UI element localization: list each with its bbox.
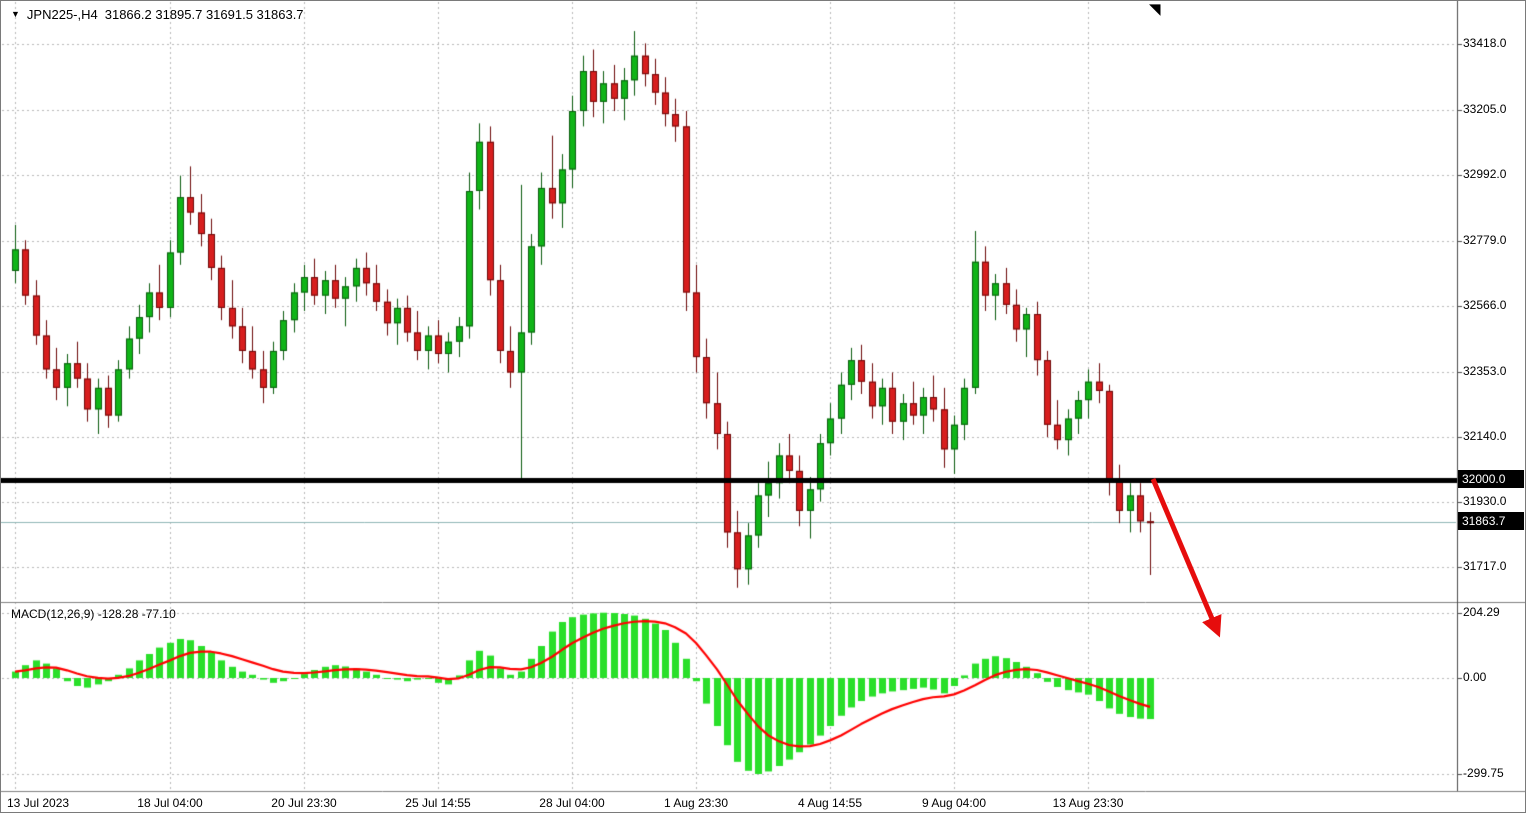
time-tick-label: 4 Aug 14:55 [797,796,863,810]
hline-price-badge: 32000.0 [1458,470,1524,488]
price-tick-label: 31717.0 [1463,559,1507,573]
price-tick-label: 32353.0 [1463,364,1507,378]
chart-end-marker-icon[interactable]: ◥ [1149,1,1161,18]
price-tick-label: 32992.0 [1463,167,1507,181]
time-tick-label: 1 Aug 23:30 [663,796,729,810]
macd-tick-label: -299.75 [1463,766,1504,780]
time-axis[interactable]: 13 Jul 2023 18 Jul 04:00 20 Jul 23:30 25 Ju… [1,793,1525,812]
last-price-badge: 31863.7 [1458,512,1524,530]
time-tick-label: 25 Jul 14:55 [405,796,471,810]
price-tick-label: 32566.0 [1463,298,1507,312]
time-tick-label: 13 Jul 2023 [7,796,70,810]
price-axis[interactable]: 33418.0 33205.0 32992.0 32779.0 32566.0 32353… [1457,1,1525,793]
price-tick-label: 33205.0 [1463,102,1507,116]
macd-tick-label: 204.29 [1463,605,1500,619]
chart-header: ▼ JPN225-,H4 31866.2 31895.7 31691.5 318… [11,7,304,22]
price-tick-label: 31930.0 [1463,494,1507,508]
ohlc-quote: 31866.2 31895.7 31691.5 31863.7 [104,7,304,22]
time-tick-label: 9 Aug 04:00 [921,796,987,810]
chart-title: JPN225-,H4 [26,7,98,22]
chart-canvas[interactable] [1,1,1525,793]
macd-tick-label: 0.00 [1463,670,1487,684]
price-tick-label: 32779.0 [1463,233,1507,247]
time-tick-label: 18 Jul 04:00 [137,796,203,810]
time-tick-label: 20 Jul 23:30 [271,796,337,810]
price-tick-label: 32140.0 [1463,429,1507,443]
time-tick-label: 13 Aug 23:30 [1052,796,1124,810]
macd-indicator-label: MACD(12,26,9) -128.28 -77.10 [11,607,176,621]
price-tick-label: 33418.0 [1463,36,1507,50]
symbol-dropdown-icon[interactable]: ▼ [11,9,20,19]
time-tick-label: 28 Jul 04:00 [539,796,605,810]
